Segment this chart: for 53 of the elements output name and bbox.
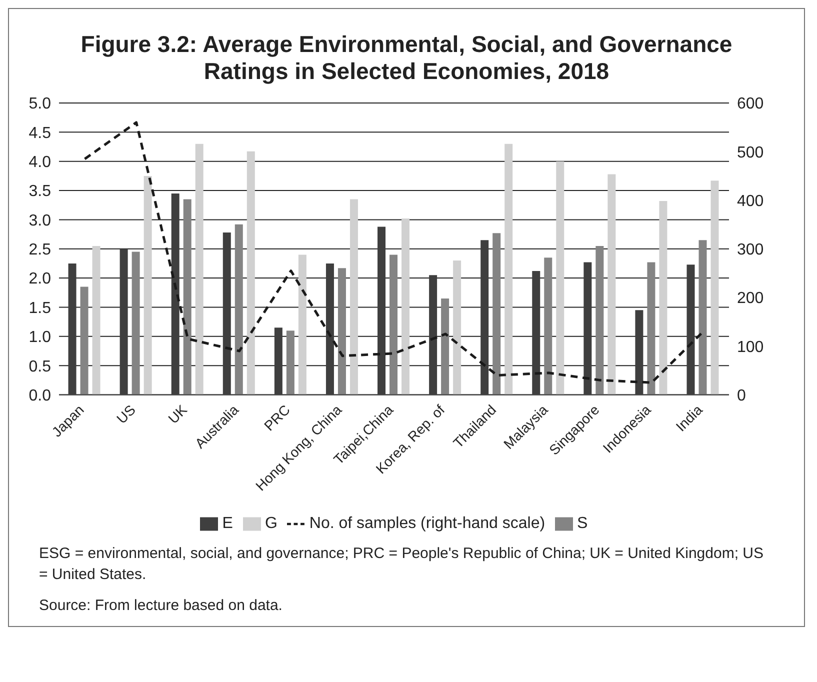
text: ESG = environmental, social, and governance; PRC = People's Republic of China; UK = United Kingdom; US = United States. [38,544,765,585]
bar [544,258,552,395]
legend-label: E [222,515,233,532]
x-tick-label: US [113,402,138,427]
legend-label: No. of samples (right-hand scale) [309,515,546,532]
bar [246,151,255,395]
bar [92,246,100,395]
y2-tick-label: 100 [737,338,764,356]
bar [195,144,204,395]
y-tick-label: 2.0 [28,270,52,288]
x-tick-label: UK [164,401,190,427]
bar [144,176,152,395]
source-note: Source: From lecture based on data. [38,596,284,616]
legend-label: S [577,515,588,532]
bar [596,246,604,395]
bar [80,286,88,395]
bar [453,260,462,395]
bar [183,199,192,395]
y-tick-label: 3.0 [28,212,52,230]
bar [647,262,656,395]
y-tick-label: 0.0 [28,387,52,404]
bar [441,298,450,395]
y2-tick-label: 0 [737,387,746,404]
y-tick-label: 0.5 [28,358,52,376]
y2-tick-label: 400 [737,192,764,210]
y-tick-label: 4.5 [28,124,52,142]
bar [659,201,668,395]
y2-tick-label: 500 [737,144,764,162]
bar [350,199,358,395]
bar [234,224,243,395]
chart-title: Figure 3.2: Average Environmental, Social, and Governance Ratings in Selected Economies, 2018 [80,30,734,86]
bar [710,180,719,395]
bar [492,233,501,395]
y2-tick-label: 200 [737,290,764,308]
legend-label: G [264,515,278,532]
bar [402,218,410,395]
bar [504,144,513,395]
y2-tick-label: 300 [737,242,764,259]
y-tick-label: 4.0 [28,154,52,172]
y-tick-label: 1.5 [28,300,52,317]
y-tick-label: 3.5 [28,183,52,200]
y-tick-label: 1.0 [28,329,52,346]
bar [608,174,616,395]
bar [286,330,294,395]
y2-tick-label: 600 [737,96,764,113]
bar [338,268,346,395]
bar [298,254,306,395]
y-tick-label: 5.0 [28,96,52,113]
bar [698,240,707,395]
bar [390,254,398,395]
bar [556,161,564,395]
bar [132,252,140,395]
y-tick-label: 2.5 [28,242,52,259]
